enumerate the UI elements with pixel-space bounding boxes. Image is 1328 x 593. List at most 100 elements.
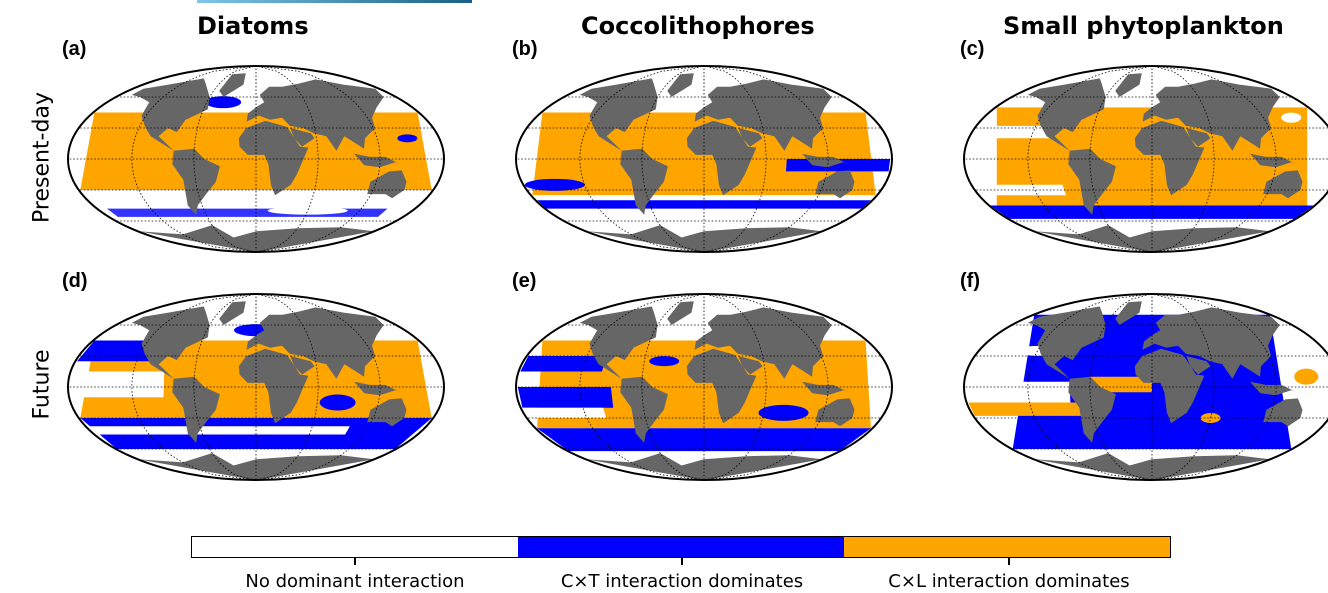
colorbar-segment-cl <box>844 537 1170 557</box>
land-eurasia <box>694 307 832 379</box>
colorbar-label-ct: C×T interaction dominates <box>560 571 804 592</box>
column-title-small-phytoplankton: Small phytoplankton <box>1003 12 1284 40</box>
ocean-region <box>267 206 348 215</box>
ocean-region <box>520 356 607 372</box>
land-namerica <box>131 306 210 379</box>
map-panel-e <box>515 293 893 481</box>
land-australia <box>1263 170 1303 199</box>
land-namerica <box>579 306 658 379</box>
ocean-region <box>397 134 418 143</box>
land-greenland <box>667 301 694 325</box>
land-antarctica <box>1034 225 1270 252</box>
ocean-region <box>968 402 1084 416</box>
graticule-line <box>1152 294 1215 480</box>
row-label-future: Future <box>29 349 55 420</box>
land-indonesia <box>802 153 849 168</box>
map-panel-a <box>67 65 445 253</box>
land-eurasia <box>1142 79 1280 151</box>
graticule-line <box>1153 66 1277 252</box>
land-eurasia <box>694 79 832 151</box>
land-australia <box>815 170 855 199</box>
graticule-line <box>579 294 703 480</box>
ocean-region <box>522 407 607 418</box>
map-content <box>964 66 1328 252</box>
colorbar-segment-none <box>192 537 518 557</box>
land-australia <box>815 398 855 427</box>
colorbar-tick <box>354 558 356 565</box>
land-australia <box>1263 398 1303 427</box>
ocean-region <box>970 125 1056 139</box>
land-eurasia <box>246 79 384 151</box>
graticule-line <box>131 66 255 252</box>
land-greenland <box>667 73 694 97</box>
panel-label-b: (b) <box>512 38 538 60</box>
column-title-diatoms: Diatoms <box>197 12 309 40</box>
land-indonesia <box>1250 153 1297 168</box>
ocean-region <box>537 200 871 209</box>
land-namerica <box>579 78 658 151</box>
graticule-line <box>705 294 829 480</box>
graticule-line <box>257 294 381 480</box>
map-panel-f <box>963 293 1328 481</box>
map-content <box>68 66 444 252</box>
land-antarctica <box>1034 453 1270 480</box>
graticule-line <box>704 66 767 252</box>
land-eurasia <box>246 307 384 379</box>
ocean-region <box>1090 376 1152 393</box>
graticule-line <box>193 66 256 252</box>
colorbar-label-cl: C×L interaction dominates <box>888 571 1130 592</box>
ocean-region <box>537 428 871 452</box>
land-greenland <box>219 73 246 97</box>
land-eurasia <box>1142 307 1280 379</box>
graticule-line <box>641 294 704 480</box>
land-antarctica <box>138 453 374 480</box>
ocean-region <box>87 426 350 435</box>
map-border <box>963 293 1328 481</box>
graticule-line <box>1027 294 1151 480</box>
map-panel-b <box>515 65 893 253</box>
ocean-region <box>758 404 809 421</box>
graticule-line <box>256 66 319 252</box>
land-namerica <box>1027 78 1106 151</box>
map-content <box>516 294 892 480</box>
land-arabia <box>738 356 763 375</box>
land-arabia <box>1186 128 1211 147</box>
map-content <box>68 294 444 480</box>
land-australia <box>367 398 407 427</box>
map-content <box>516 66 892 252</box>
graticule-line <box>1089 66 1152 252</box>
graticule-line <box>579 66 703 252</box>
ocean-region <box>966 381 1071 403</box>
ocean-region <box>1281 112 1302 123</box>
ocean-region <box>205 96 242 109</box>
graticule-line <box>705 66 829 252</box>
graticule-line <box>1153 294 1277 480</box>
graticule-line <box>193 294 256 480</box>
graticule-line <box>131 294 255 480</box>
colorbar-tick <box>1008 558 1010 565</box>
map-panel-c <box>963 65 1328 253</box>
graticule-line <box>1027 66 1151 252</box>
panel-label-d: (d) <box>62 270 88 292</box>
graticule-line <box>256 294 319 480</box>
ocean-region <box>524 178 585 191</box>
land-indonesia <box>354 153 401 168</box>
map-border <box>515 65 893 253</box>
row-label-present-day: Present-day <box>29 92 55 223</box>
land-indonesia <box>802 381 849 396</box>
panel-label-e: (e) <box>512 270 537 292</box>
colorbar <box>191 536 1171 558</box>
land-antarctica <box>138 225 374 252</box>
ocean-region <box>70 371 165 398</box>
map-border <box>67 65 445 253</box>
ocean-region <box>319 394 356 411</box>
graticule-line <box>641 66 704 252</box>
land-greenland <box>1115 301 1142 325</box>
map-border <box>515 293 893 481</box>
header-accent-bar <box>197 0 472 3</box>
colorbar-label-no-dominant: No dominant interaction <box>245 571 465 592</box>
land-arabia <box>290 356 315 375</box>
map-border <box>67 293 445 481</box>
ocean-region <box>1294 368 1319 385</box>
graticule-line <box>257 66 381 252</box>
